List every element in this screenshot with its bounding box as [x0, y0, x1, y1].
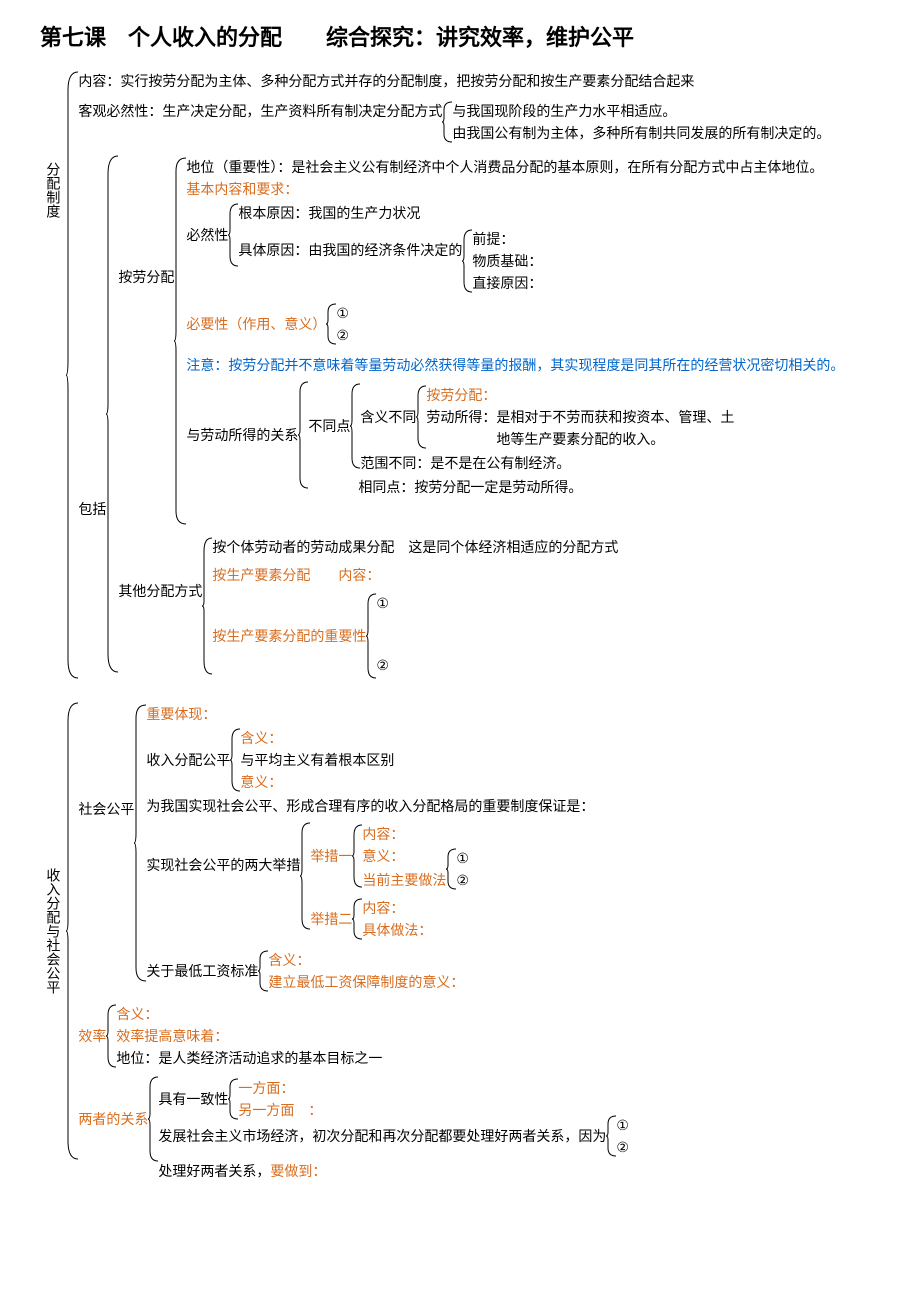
handle-line: 处理好两者关系，要做到： [158, 1160, 629, 1182]
individual-labor: 按个体劳动者的劳动成果分配 这是同个体经济相适应的分配方式 [212, 536, 618, 558]
labor-income2: 地等生产要素分配的收入。 [496, 428, 734, 450]
brace-md [416, 384, 426, 450]
if-meaning: 含义： [240, 727, 394, 749]
if-significance: 意义： [240, 771, 394, 793]
handle: 处理好两者关系， [158, 1163, 270, 1179]
fi-num1: ① [376, 592, 389, 614]
income-fair: 收入分配公平 [146, 749, 230, 771]
eff-meaning: 含义： [116, 1003, 382, 1025]
brace-fair [134, 703, 146, 983]
brace-inev [228, 202, 238, 268]
factor-alloc: 按生产要素分配 内容： [212, 564, 618, 586]
brace-rel [298, 380, 308, 490]
consistency: 具有一致性 [158, 1088, 228, 1110]
min-wage: 关于最低工资标准 [146, 960, 258, 982]
brace-mw [258, 949, 268, 993]
brace-relx [148, 1075, 158, 1163]
diff-label: 不同点 [308, 415, 350, 437]
develop: 发展社会主义市场经济，初次分配和再次分配都要处理好两者关系，因为 [158, 1125, 606, 1147]
important-embodiment: 重要体现： [146, 703, 594, 725]
diagram-content: 分配制度 内容：实行按劳分配为主体、多种分配方式并存的分配制度，把按劳分配和按生… [40, 70, 880, 1184]
brace-laofen [174, 156, 186, 526]
page-title: 第七课 个人收入的分配 综合探究：讲究效率，维护公平 [40, 20, 880, 55]
diff-avg: 与平均主义有着根本区别 [240, 749, 394, 771]
brace-dev [606, 1114, 616, 1158]
note: 注意：按劳分配并不意味着等量劳动必然获得等量的报酬，其实现程度是同其所在的经营状… [186, 354, 844, 376]
m2-practice: 具体做法： [362, 919, 432, 941]
inevitability-label: 必然性 [186, 224, 228, 246]
m1-content: 内容： [362, 823, 469, 845]
brace-m2 [352, 897, 362, 941]
root-cause: 根本原因：我国的生产力状况 [238, 202, 542, 224]
material: 物质基础： [472, 250, 542, 272]
brace-if [230, 727, 240, 793]
basic-content: 基本内容和要求： [186, 178, 844, 200]
content-line: 内容：实行按劳分配为主体、多种分配方式并存的分配制度，把按劳分配和按生产要素分配… [78, 70, 844, 92]
brace-tm [300, 821, 310, 931]
brace-m1 [352, 823, 362, 889]
dev-num1: ① [616, 1114, 629, 1136]
measure1: 举措一 [310, 845, 352, 867]
brace-includes [106, 154, 118, 674]
brace-role [326, 302, 336, 346]
brace-other [202, 536, 212, 676]
labor-rel: 与劳动所得的关系 [186, 424, 298, 446]
fairness-label: 社会公平 [78, 798, 134, 820]
dev-num2: ② [616, 1136, 629, 1158]
eff-status: 地位：是人类经济活动追求的基本目标之一 [116, 1047, 382, 1069]
necessity-role: 必要性（作用、意义） [186, 313, 326, 335]
premise: 前提： [472, 228, 542, 250]
laofen-alloc: 按劳分配： [426, 384, 734, 406]
other-label: 其他分配方式 [118, 580, 202, 602]
brace-cons [228, 1077, 238, 1121]
mw-meaning: 含义： [268, 949, 464, 971]
specific-cause: 具体原因：由我国的经济条件决定的 [238, 239, 462, 261]
guarantee: 为我国实现社会公平、形成合理有序的收入分配格局的重要制度保证是： [146, 795, 594, 817]
factor-importance: 按生产要素分配的重要性 [212, 625, 366, 647]
mw-significance: 建立最低工资保障制度的意义： [268, 971, 464, 993]
section1-vlabel: 分配制度 [40, 100, 66, 280]
two-measures: 实现社会公平的两大举措 [146, 854, 300, 876]
labor-income: 劳动所得：是相对于不劳而获和按资本、管理、土 [426, 406, 734, 428]
section2-vlabel: 收入分配与社会公平 [40, 831, 66, 1031]
relation-label: 两者的关系 [78, 1108, 148, 1130]
direct: 直接原因： [472, 272, 542, 294]
cp-num1: ① [456, 847, 469, 869]
nec-item1: 与我国现阶段的生产力水平相适应。 [452, 100, 830, 122]
todo: 要做到： [270, 1163, 326, 1179]
efficiency-label: 效率 [78, 1025, 106, 1047]
laofen-status: 地位（重要性）：是社会主义公有制经济中个人消费品分配的基本原则，在所有分配方式中… [186, 156, 844, 178]
nec-item2: 由我国公有制为主体，多种所有制共同发展的所有制决定的。 [452, 122, 830, 144]
brace-spec [462, 228, 472, 294]
m2-content: 内容： [362, 897, 432, 919]
brace-cp [446, 847, 456, 891]
same-point: 相同点：按劳分配一定是劳动所得。 [358, 476, 734, 498]
necessity-prefix: 客观必然性：生产决定分配，生产资料所有制决定分配方式 [78, 100, 442, 122]
meaning-diff: 含义不同 [360, 406, 416, 428]
aspect1: 一方面： [238, 1077, 322, 1099]
eff-improve: 效率提高意味着： [116, 1025, 382, 1047]
num2a: ② [336, 324, 349, 346]
brace-s1 [66, 70, 78, 680]
num1a: ① [336, 302, 349, 324]
brace-nec [442, 100, 452, 144]
brace-diff [350, 382, 360, 470]
scope-diff: 范围不同：是不是在公有制经济。 [360, 452, 734, 474]
includes-label: 包括 [78, 498, 106, 520]
current-practice: 当前主要做法 [362, 869, 446, 891]
aspect2: 另一方面 ： [238, 1099, 322, 1121]
brace-s2 [66, 701, 78, 1161]
brace-fi [366, 592, 376, 680]
measure2: 举措二 [310, 908, 352, 930]
brace-eff [106, 1003, 116, 1069]
laofen-label: 按劳分配 [118, 266, 174, 288]
fi-num2: ② [376, 654, 389, 676]
cp-num2: ② [456, 869, 469, 891]
